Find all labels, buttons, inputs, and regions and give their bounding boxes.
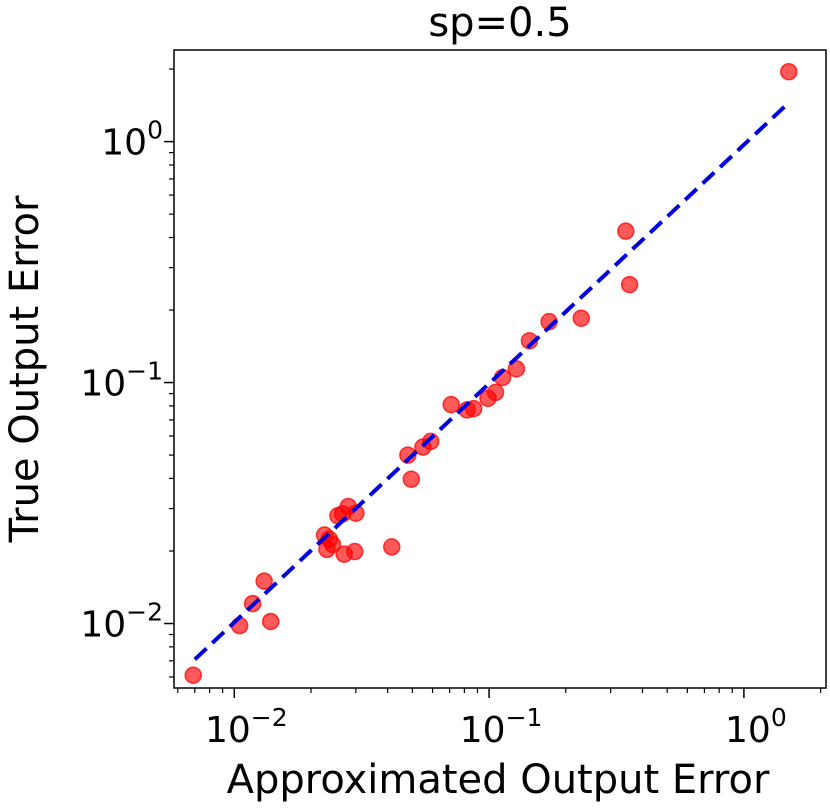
scatter-point bbox=[486, 383, 505, 402]
x-tick-label: 10−1 bbox=[460, 703, 543, 751]
scatter-point bbox=[255, 572, 273, 590]
y-tick-label: 10−1 bbox=[80, 357, 163, 405]
scatter-point bbox=[347, 504, 365, 522]
scatter-point bbox=[402, 470, 421, 488]
y-axis-label: True Output Error bbox=[2, 195, 48, 543]
scatter-point bbox=[383, 538, 401, 556]
x-tick-label: 100 bbox=[725, 703, 787, 751]
y-axis: 10−2 10−1 100 bbox=[80, 68, 174, 678]
scatter-point bbox=[464, 399, 483, 418]
scatter-point bbox=[780, 62, 798, 81]
scatter-point bbox=[442, 395, 460, 414]
scatter-point bbox=[345, 542, 364, 561]
scatter-point bbox=[572, 309, 591, 327]
scatter-point bbox=[323, 535, 342, 554]
y-tick-label: 10−2 bbox=[80, 598, 163, 646]
scatter-point bbox=[421, 432, 440, 451]
scatter-point bbox=[620, 275, 639, 294]
chart-title: sp=0.5 bbox=[428, 0, 571, 46]
scatter-point bbox=[399, 446, 417, 464]
scatter-point bbox=[617, 222, 635, 240]
x-axis-label: Approximated Output Error bbox=[227, 757, 770, 803]
scatter-point bbox=[261, 612, 280, 631]
trend-line bbox=[193, 101, 791, 661]
x-axis: 10−2 10−1 100 bbox=[177, 688, 822, 751]
x-tick-label: 10−2 bbox=[205, 703, 288, 751]
scatter-point bbox=[507, 360, 526, 378]
series-layer bbox=[184, 62, 798, 684]
plot-area bbox=[173, 49, 827, 689]
y-tick-label: 100 bbox=[101, 116, 163, 164]
scatter-point bbox=[184, 666, 202, 684]
